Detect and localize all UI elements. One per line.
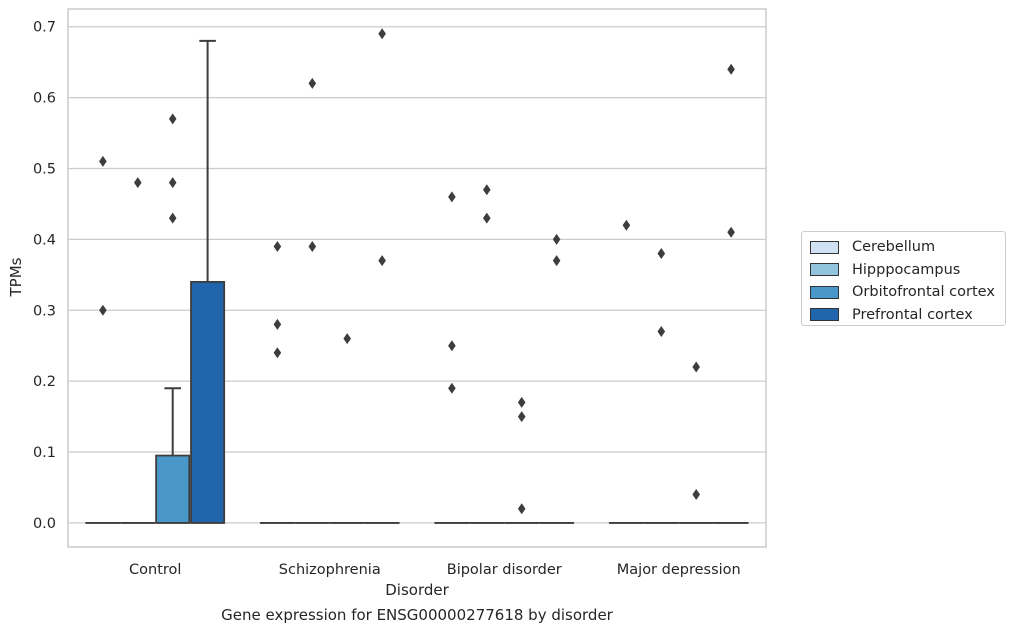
outlier-point bbox=[692, 489, 700, 501]
y-tick-label: 0.2 bbox=[33, 374, 56, 390]
outlier-point bbox=[692, 361, 700, 373]
legend: Cerebellum Hipppocampus Orbitofrontal cort… bbox=[801, 231, 1006, 326]
box-cerebellum bbox=[85, 155, 121, 524]
outlier-point bbox=[99, 304, 107, 316]
outlier-point bbox=[657, 248, 666, 260]
y-tick-label: 0.5 bbox=[33, 161, 56, 177]
legend-label: Orbitofrontal cortex bbox=[852, 284, 995, 301]
box-hipppocampus bbox=[643, 248, 679, 524]
outlier-point bbox=[168, 113, 177, 125]
outlier-point bbox=[273, 240, 282, 252]
box-body bbox=[190, 280, 226, 524]
outlier-point bbox=[134, 177, 142, 189]
box-cerebellum bbox=[434, 191, 470, 524]
y-axis: 0.0 0.1 0.2 0.3 0.4 0.5 0.6 0.7 bbox=[33, 20, 56, 532]
plot-area bbox=[85, 28, 749, 524]
legend-swatch bbox=[810, 263, 839, 277]
legend-label: Cerebellum bbox=[852, 239, 936, 256]
outlier-point bbox=[168, 212, 177, 224]
box-cerebellum bbox=[608, 219, 644, 524]
outlier-point bbox=[483, 184, 491, 196]
outlier-point bbox=[99, 155, 107, 167]
box-hipppocampus bbox=[469, 184, 505, 524]
outlier-point bbox=[517, 411, 526, 423]
outlier-point bbox=[378, 255, 386, 267]
outlier-point bbox=[448, 340, 456, 352]
outlier-point bbox=[552, 255, 561, 267]
legend-label: Prefrontal cortex bbox=[852, 306, 973, 323]
box-prefrontal-cortex bbox=[190, 39, 226, 524]
box-prefrontal-cortex bbox=[539, 233, 575, 524]
outlier-point bbox=[448, 191, 456, 203]
outlier-point bbox=[168, 177, 177, 189]
outlier-point bbox=[517, 396, 526, 408]
legend-swatch bbox=[810, 308, 839, 322]
y-tick-label: 0.1 bbox=[33, 445, 56, 461]
outlier-point bbox=[622, 219, 631, 231]
outlier-point bbox=[448, 382, 456, 394]
box-hipppocampus bbox=[294, 77, 330, 524]
x-axis-label: Disorder bbox=[385, 581, 449, 599]
legend-item: Cerebellum bbox=[810, 236, 997, 259]
legend-swatch bbox=[810, 240, 839, 254]
outlier-point bbox=[378, 28, 386, 40]
grid-lines bbox=[67, 8, 767, 548]
x-tick-label: Bipolar disorder bbox=[447, 562, 562, 578]
legend-item: Orbitofrontal cortex bbox=[810, 281, 997, 304]
outlier-point bbox=[552, 233, 561, 245]
box-hipppocampus bbox=[120, 177, 156, 524]
x-tick-label: Schizophrenia bbox=[279, 562, 381, 578]
y-axis-label: TPMs bbox=[7, 257, 25, 297]
outlier-point bbox=[727, 226, 735, 238]
outlier-point bbox=[343, 333, 351, 345]
outlier-point bbox=[308, 240, 317, 252]
figure-caption: Gene expression for ENSG00000277618 by d… bbox=[221, 606, 613, 624]
y-tick-label: 0.3 bbox=[33, 303, 56, 319]
outlier-point bbox=[273, 318, 282, 330]
box-prefrontal-cortex bbox=[364, 28, 400, 524]
outlier-point bbox=[657, 326, 666, 338]
box-orbitofrontal-cortex bbox=[678, 361, 714, 524]
outlier-point bbox=[273, 347, 282, 359]
plot-frame bbox=[67, 8, 767, 548]
outlier-point bbox=[483, 212, 491, 224]
box-body bbox=[155, 454, 191, 524]
legend-label: Hipppocampus bbox=[852, 261, 961, 278]
outlier-point bbox=[308, 77, 317, 89]
box-prefrontal-cortex bbox=[713, 63, 749, 524]
y-tick-label: 0.0 bbox=[33, 516, 56, 532]
x-tick-label: Control bbox=[129, 562, 181, 578]
x-tick-label: Major depression bbox=[617, 562, 741, 578]
y-tick-label: 0.7 bbox=[33, 20, 56, 36]
outlier-point bbox=[517, 503, 526, 515]
box-orbitofrontal-cortex bbox=[329, 333, 365, 524]
box-orbitofrontal-cortex bbox=[155, 113, 191, 524]
outlier-point bbox=[727, 63, 735, 75]
legend-item: Prefrontal cortex bbox=[810, 304, 997, 327]
box-orbitofrontal-cortex bbox=[504, 396, 540, 524]
y-tick-label: 0.4 bbox=[33, 232, 56, 248]
y-tick-label: 0.6 bbox=[33, 91, 56, 107]
legend-item: Hipppocampus bbox=[810, 259, 997, 282]
x-axis: Control Schizophrenia Bipolar disorder Majo… bbox=[129, 562, 741, 578]
box-cerebellum bbox=[259, 240, 295, 524]
legend-swatch bbox=[810, 285, 839, 299]
